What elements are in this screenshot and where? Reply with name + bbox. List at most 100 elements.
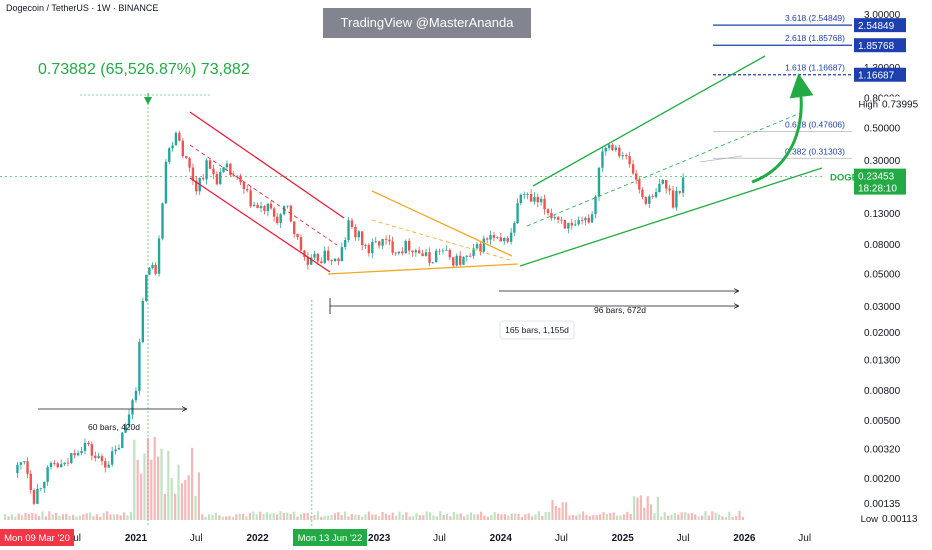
- volume-bar: [367, 511, 370, 520]
- volume-bar: [636, 497, 639, 520]
- candle-body: [455, 255, 458, 266]
- candle-body: [286, 205, 289, 207]
- candle-body: [134, 390, 138, 401]
- candle-body: [117, 448, 121, 450]
- candle-body: [482, 238, 486, 252]
- volume-bar: [728, 511, 731, 520]
- y-axis: 3.000001.300000.800000.500000.300000.130…: [864, 10, 901, 510]
- candle-body: [110, 451, 114, 465]
- candle-body: [651, 196, 654, 198]
- candle-body: [516, 203, 519, 224]
- candle-body: [266, 203, 270, 212]
- price-label-box: [854, 168, 906, 195]
- volume-bar: [456, 513, 459, 520]
- volume-bar: [269, 513, 272, 520]
- date-label-box: [0, 529, 74, 546]
- candle-body: [371, 242, 374, 254]
- candle-body: [66, 462, 70, 464]
- price-labels: 2.548491.857681.16687High0.73995DOGEUSDT…: [825, 18, 930, 525]
- candle-body: [509, 232, 513, 242]
- price-label-text: 0.23453: [858, 172, 895, 183]
- red-channel-lower: [189, 177, 331, 273]
- volume-bar: [208, 514, 211, 520]
- candle-body: [360, 231, 364, 245]
- candle-body: [658, 183, 661, 193]
- volume-bar: [235, 514, 238, 520]
- y-tick-label: 0.00800: [864, 386, 901, 397]
- volume-bar: [34, 513, 37, 520]
- volume-bar: [446, 513, 449, 520]
- volume-bar: [89, 512, 92, 520]
- y-tick-label: 0.00200: [864, 474, 901, 485]
- volume-bar: [473, 514, 476, 520]
- volume-bar: [204, 516, 207, 520]
- date-labels: Mon 09 Mar '20 Mon 13 Jun '22: [0, 529, 367, 546]
- volume-bar: [92, 516, 95, 520]
- volume-bar: [575, 515, 578, 520]
- volume-bar: [238, 513, 241, 520]
- candle-body: [424, 252, 428, 257]
- volume-bar: [534, 514, 537, 520]
- candle-body: [46, 467, 49, 482]
- volume-bar: [724, 516, 727, 520]
- candle-body: [553, 217, 556, 219]
- volume-bar: [735, 515, 738, 520]
- y-tick-label: 0.30000: [864, 156, 901, 167]
- candle-body: [282, 206, 286, 215]
- candle-body: [29, 473, 32, 490]
- candle-body: [26, 461, 29, 474]
- green-channel-upper: [532, 55, 766, 187]
- candle-body: [168, 148, 171, 162]
- candle-body: [594, 196, 597, 215]
- volume-bar: [330, 515, 333, 520]
- volume-bar: [211, 514, 214, 520]
- candle-body: [434, 250, 438, 263]
- volume-bar: [670, 514, 673, 520]
- volume-bar: [157, 456, 160, 520]
- candle-body: [310, 257, 313, 265]
- candle-body: [343, 240, 347, 248]
- volume-bar: [306, 512, 309, 520]
- candle-body: [178, 132, 181, 141]
- volume-bar: [432, 515, 435, 520]
- volume-bar: [660, 516, 663, 520]
- volume-bar: [616, 515, 619, 520]
- volume-bar: [150, 459, 153, 520]
- price-label-text: 1.85768: [858, 41, 895, 52]
- candle-body: [80, 451, 83, 454]
- volume-bar: [259, 511, 262, 520]
- volume-bar: [405, 512, 408, 520]
- volume-bar: [622, 514, 625, 520]
- volume-bar: [136, 459, 139, 520]
- volume-bar: [293, 511, 296, 520]
- price-label-box: [880, 511, 930, 525]
- volume-bar: [592, 515, 595, 520]
- volume-bar: [633, 496, 636, 520]
- volume-bar: [497, 513, 500, 520]
- candle-body: [32, 489, 36, 504]
- volume-bar: [58, 515, 61, 520]
- volume-bar: [619, 515, 622, 520]
- candle-body: [252, 204, 256, 207]
- candle-body: [138, 342, 141, 391]
- volume-bar: [500, 514, 503, 520]
- candle-body: [19, 462, 23, 465]
- candle-body: [644, 197, 648, 204]
- candle-body: [236, 175, 239, 177]
- volume-bar: [463, 516, 466, 520]
- candle-body: [340, 247, 344, 262]
- volume-bar: [7, 516, 10, 520]
- candle-body: [448, 249, 452, 258]
- volume-bar: [558, 507, 561, 520]
- volume-bar: [340, 514, 343, 520]
- volume-bar: [197, 472, 200, 520]
- volume-bar: [272, 513, 275, 520]
- x-tick-label: 2024: [490, 533, 513, 544]
- red-channel-mid: [189, 144, 338, 246]
- candle-body: [489, 235, 492, 240]
- candle-body: [523, 194, 526, 196]
- candle-body: [546, 209, 550, 214]
- volume-bar: [653, 513, 656, 520]
- volume-bar: [429, 512, 432, 520]
